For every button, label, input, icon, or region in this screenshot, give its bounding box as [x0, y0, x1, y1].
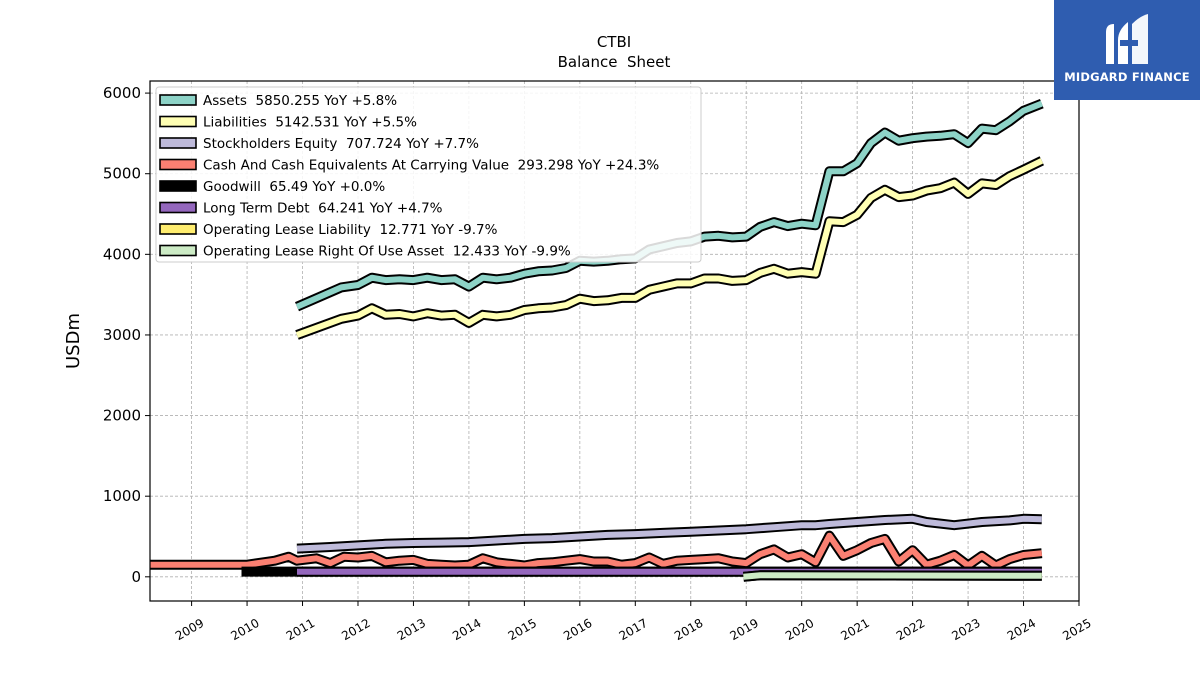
- midgard-logo-icon: [1106, 14, 1148, 64]
- chart-title: CTBI: [597, 33, 631, 51]
- plot-frame: [149, 80, 1080, 602]
- y-axis-label: USDm: [63, 313, 84, 369]
- legend-swatch: [159, 201, 197, 214]
- x-tick-label: 2021: [838, 616, 871, 643]
- x-tick-label: 2019: [727, 616, 760, 643]
- x-tick-label: 2009: [173, 616, 206, 643]
- legend-entry: Cash And Cash Equivalents At Carrying Va…: [203, 158, 659, 174]
- legend-swatch: [159, 244, 197, 257]
- legend-entry: Long Term Debt 64.241 YoY +4.7%: [203, 201, 443, 217]
- legend-entry: Operating Lease Liability 12.771 YoY -9.…: [203, 222, 498, 238]
- x-tick-label: 2016: [561, 616, 594, 643]
- x-tick-label: 2022: [894, 616, 927, 643]
- legend-entry: Operating Lease Right Of Use Asset 12.43…: [203, 244, 571, 260]
- series-line-stockholders-equity: [296, 515, 1042, 552]
- legend-box: [155, 86, 702, 263]
- x-tick-label: 2011: [284, 616, 317, 643]
- y-tick-label: 6000: [103, 84, 141, 102]
- legend-swatch: [159, 158, 197, 171]
- x-tick-label: 2013: [395, 616, 428, 643]
- y-tick-label: 4000: [103, 245, 141, 263]
- series-line-liabilities: [295, 158, 1044, 338]
- series-line-cash-and-cash-equivalents-at-carrying-value: [150, 532, 1043, 569]
- legend-swatch: [159, 137, 197, 149]
- legend-swatch: [159, 180, 197, 192]
- legend-swatch: [159, 115, 197, 128]
- legend-swatch: [159, 223, 197, 235]
- y-tick-label: 0: [131, 568, 141, 586]
- x-tick-label: 2025: [1060, 616, 1093, 643]
- x-tick-label: 2018: [672, 616, 705, 643]
- legend-swatch: [159, 94, 197, 106]
- x-tick-label: 2015: [506, 616, 539, 643]
- x-tick-label: 2017: [617, 616, 650, 643]
- x-tick-label: 2020: [783, 616, 816, 643]
- brand-logo: MIDGARD FINANCE: [1054, 0, 1200, 100]
- x-tick-label: 2010: [228, 616, 261, 643]
- brand-name: MIDGARD FINANCE: [1064, 70, 1190, 84]
- legend-entry: Stockholders Equity 707.724 YoY +7.7%: [203, 136, 479, 152]
- x-tick-label: 2014: [450, 616, 483, 643]
- legend-entry: Goodwill 65.49 YoY +0.0%: [203, 179, 385, 195]
- legend: Assets 5850.255 YoY +5.8% Liabilities 514…: [155, 86, 702, 263]
- series-line-operating-lease-right-of-use-asset: [743, 572, 1042, 580]
- y-tick-label: 3000: [103, 326, 141, 344]
- legend-entry: Liabilities 5142.531 YoY +5.5%: [203, 115, 417, 131]
- legend-entry: Assets 5850.255 YoY +5.8%: [203, 93, 397, 109]
- y-tick-label: 5000: [103, 165, 141, 183]
- y-tick-label: 2000: [103, 407, 141, 425]
- x-tick-label: 2023: [949, 616, 982, 643]
- x-tick-label: 2012: [339, 616, 372, 643]
- y-tick-label: 1000: [103, 487, 141, 505]
- x-tick-label: 2024: [1005, 616, 1038, 643]
- chart-subtitle: Balance Sheet: [558, 53, 671, 71]
